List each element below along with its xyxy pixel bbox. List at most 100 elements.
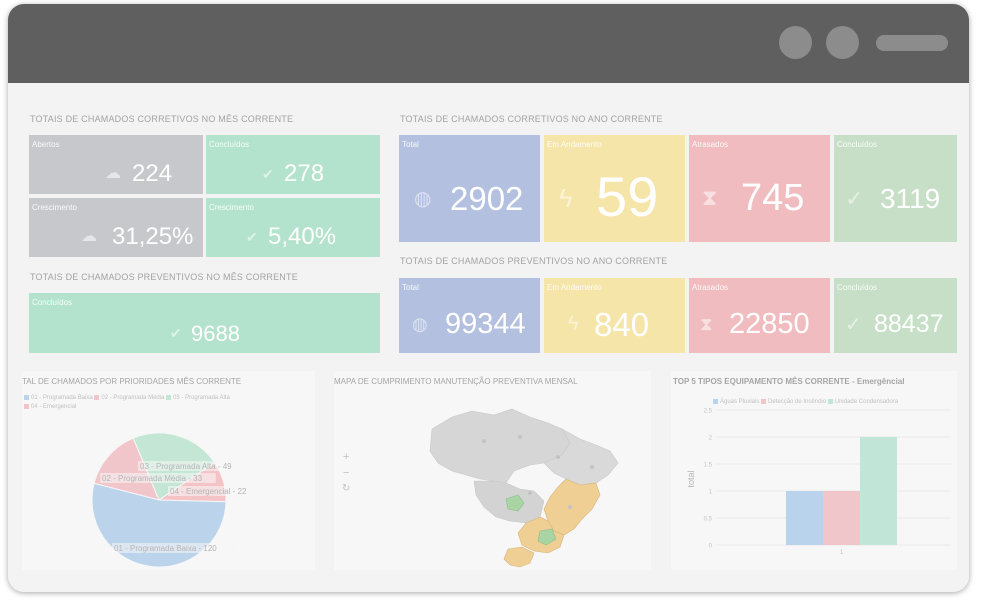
zoom-out-button[interactable]: − xyxy=(343,467,350,479)
bar xyxy=(860,437,897,545)
cloud-icon: ☁ xyxy=(105,165,121,182)
cloud-icon: ☁ xyxy=(81,228,97,245)
growth-completed-tile: Crescimento ✔ 5,40% xyxy=(206,198,380,257)
tile-label: Atrasados xyxy=(692,283,729,292)
pie-slice-label: 01 - Programada Baixa - 120 xyxy=(114,544,217,553)
header-circle-button[interactable] xyxy=(826,26,859,59)
tile-value: 5,40% xyxy=(268,223,337,250)
tile-value: 2902 xyxy=(450,180,524,217)
completed-tile: Concluídos ✔ 278 xyxy=(206,135,380,194)
y-tick-label: 1.5 xyxy=(704,463,713,469)
tile-value: 59 xyxy=(596,165,659,228)
tile-value: 3119 xyxy=(880,183,941,214)
tile-label: Total xyxy=(402,140,419,149)
dashboard: TOTAIS DE CHAMADOS CORRETIVOS NO MÊS COR… xyxy=(8,83,969,592)
yearly-prev-late-tile: Atrasados ⧗ 22850 xyxy=(689,278,830,353)
bolt-icon: ϟ xyxy=(559,183,573,213)
pie-slice-label: 03 - Programada Alta - 49 xyxy=(140,462,232,471)
tile-label: Em Andamento xyxy=(547,283,602,292)
map-region-green-1 xyxy=(505,494,525,512)
tile-label: Concluídos xyxy=(837,283,878,292)
check-circle-icon: ✔ xyxy=(170,325,182,341)
tile-label: Concluídos xyxy=(837,140,878,149)
pie-label-bg xyxy=(100,473,216,483)
chart-title: TOP 5 TIPOS EQUIPAMENTO MÊS CORRENTE - E… xyxy=(673,377,905,386)
tile-value: 224 xyxy=(132,160,173,187)
bolt-icon: ϟ xyxy=(568,313,579,335)
yearly-prev-total-tile: Total ◍ 99344 xyxy=(399,278,540,353)
yearly-done-tile: Concluídos ✓ 3119 xyxy=(834,135,957,242)
bar-legend: Águas Pluviais Detecção de Incêndio Unid… xyxy=(713,399,898,405)
tile-label: Total xyxy=(402,283,419,292)
globe-icon: ◍ xyxy=(412,314,428,334)
check-circle-icon: ✔ xyxy=(246,229,258,245)
header-pill-button[interactable] xyxy=(876,35,948,51)
tile-label: Crescimento xyxy=(209,203,254,212)
preventive-completed-tile: Concluídos ✔ 9688 xyxy=(29,293,380,353)
legend-item[interactable]: Águas Pluviais xyxy=(713,399,759,405)
hourglass-icon: ⧗ xyxy=(702,185,718,210)
tile-value: 22850 xyxy=(729,308,810,340)
check-circle-icon: ✔ xyxy=(262,166,274,182)
yearly-total-tile: Total ◍ 2902 xyxy=(399,135,540,242)
tile-value: 88437 xyxy=(874,310,944,338)
legend-item[interactable]: 01 - Programada Baixa xyxy=(24,395,93,401)
tile-value: 31,25% xyxy=(112,223,194,250)
pie-legend: 01 - Programada Baixa 02 - Programada Mé… xyxy=(24,395,230,401)
pie-label-bg xyxy=(168,486,263,496)
chart-title: TAL DE CHAMADOS POR PRIORIDADES MÊS CORR… xyxy=(22,377,242,386)
x-tick-label: 1 xyxy=(840,550,844,556)
tile-label: Concluídos xyxy=(32,298,73,307)
y-tick-label: 0.5 xyxy=(704,517,713,523)
legend-item[interactable]: 04 - Emergencial xyxy=(24,404,76,410)
section-title: TOTAIS DE CHAMADOS CORRETIVOS NO MÊS COR… xyxy=(30,114,294,124)
tile-value: 840 xyxy=(594,306,650,343)
y-tick-label: 1 xyxy=(709,490,713,496)
section-title: TOTAIS DE CHAMADOS PREVENTIVOS NO ANO CO… xyxy=(400,256,668,266)
tile-value: 9688 xyxy=(191,321,240,346)
map-region-green-2 xyxy=(537,528,557,546)
legend-item[interactable]: 03 - Programada Alta xyxy=(166,395,230,401)
yearly-prev-progress-tile: Em Andamento ϟ 840 xyxy=(544,278,685,353)
bar xyxy=(823,491,860,545)
header-circle-button[interactable] xyxy=(779,26,812,59)
equipment-chart-panel: TOP 5 TIPOS EQUIPAMENTO MÊS CORRENTE - E… xyxy=(671,371,957,570)
zoom-in-button[interactable]: + xyxy=(343,451,350,463)
tile-value: 745 xyxy=(741,177,805,219)
check-icon: ✓ xyxy=(845,314,862,336)
tile-label: Atrasados xyxy=(692,140,729,149)
section-title: TOTAIS DE CHAMADOS PREVENTIVOS NO MÊS CO… xyxy=(30,272,298,282)
yearly-progress-tile: Em Andamento ϟ 59 xyxy=(544,135,685,242)
tile-label: Concluídos xyxy=(209,140,250,149)
reset-view-button[interactable]: ↻ xyxy=(342,483,351,494)
map-region-north xyxy=(429,408,571,484)
brazil-map[interactable] xyxy=(334,371,651,570)
map-region-south-highlight xyxy=(503,546,535,568)
window-header xyxy=(8,4,969,83)
tile-label: Abertos xyxy=(32,140,60,149)
growth-open-tile: Crescimento ☁ 31,25% xyxy=(29,198,203,257)
priority-pie-chart: 01 - Programada Baixa - 120 02 - Programa… xyxy=(91,432,263,568)
y-axis-label: total xyxy=(686,470,696,487)
map-panel: MAPA DE CUMPRIMENTO MANUTENÇÃO PREVENTIV… xyxy=(334,371,651,570)
legend-item[interactable]: Unidade Condensadora xyxy=(827,399,898,405)
pie-slice xyxy=(93,437,160,501)
check-icon: ✓ xyxy=(845,186,864,211)
tile-value: 99344 xyxy=(445,308,526,340)
app-window: TOTAIS DE CHAMADOS CORRETIVOS NO MÊS COR… xyxy=(8,4,969,592)
yearly-prev-done-tile: Concluídos ✓ 88437 xyxy=(834,278,957,353)
open-tile: Abertos ☁ 224 xyxy=(29,135,203,194)
chart-title: MAPA DE CUMPRIMENTO MANUTENÇÃO PREVENTIV… xyxy=(334,377,578,386)
legend-item[interactable]: 02 - Programada Média xyxy=(94,395,164,401)
yearly-late-tile: Atrasados ⧗ 745 xyxy=(689,135,830,242)
globe-icon: ◍ xyxy=(414,188,432,210)
hourglass-icon: ⧗ xyxy=(700,314,713,334)
pie-label-bg xyxy=(112,543,233,553)
bar-chart: 0 0.5 1 1.5 2 2.5 total 1 xyxy=(686,409,951,556)
tile-label: Crescimento xyxy=(32,203,77,212)
tile-value: 278 xyxy=(284,160,325,187)
pie-legend-row2: 04 - Emergencial xyxy=(24,404,76,410)
pie-slice-label: 02 - Programada Média - 33 xyxy=(102,474,203,483)
y-tick-label: 0 xyxy=(709,544,713,550)
legend-item[interactable]: Detecção de Incêndio xyxy=(761,399,826,405)
